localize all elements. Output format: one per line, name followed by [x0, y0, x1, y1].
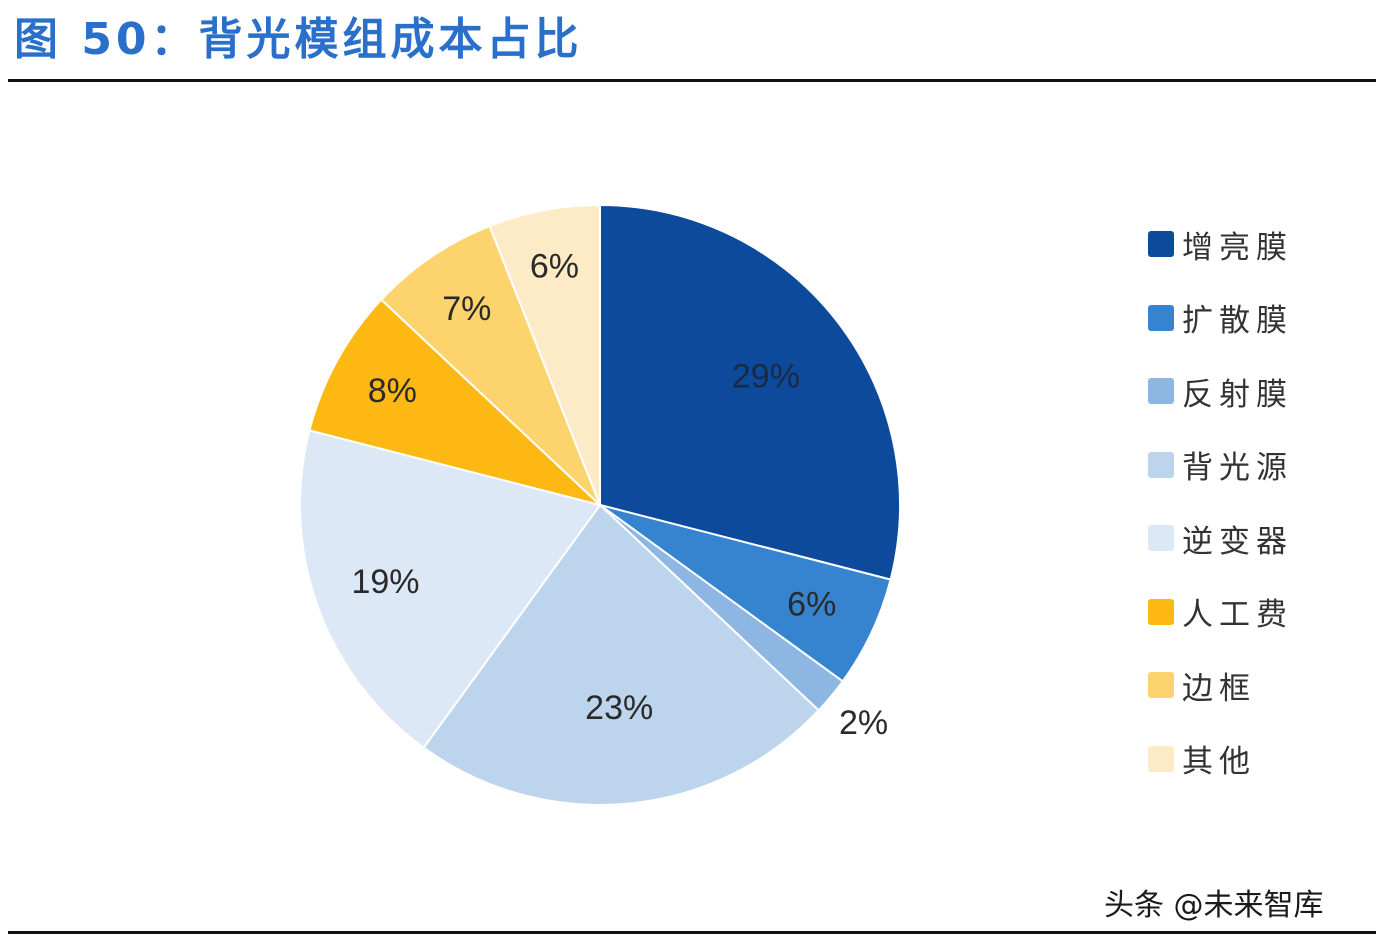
- legend-label: 反射膜: [1182, 376, 1293, 413]
- legend-item-1: 增亮膜: [1148, 226, 1293, 266]
- pie-data-label-8: 6%: [530, 247, 579, 285]
- legend-item-8: 其他: [1148, 741, 1293, 780]
- legend-item-3: 反射膜: [1148, 373, 1293, 413]
- pie-slice-6: [308, 298, 601, 506]
- legend-swatch: [1148, 378, 1174, 404]
- pie-slice-4: [422, 503, 821, 806]
- pie-data-label-5: 19%: [351, 563, 419, 601]
- pie-data-label-7: 7%: [442, 290, 491, 328]
- pie-slice-7: [379, 224, 601, 506]
- legend-label: 其他: [1182, 744, 1256, 780]
- bottom-rule: [8, 931, 1376, 934]
- legend-item-2: 扩散膜: [1148, 300, 1293, 339]
- legend-swatch: [1148, 231, 1174, 257]
- legend-item-4: 背光源: [1148, 447, 1293, 486]
- pie-data-label-3: 2%: [839, 704, 888, 742]
- top-rule: [8, 79, 1376, 82]
- legend-label: 人工费: [1182, 597, 1293, 633]
- legend-item-7: 边框: [1148, 667, 1293, 707]
- legend-item-6: 人工费: [1148, 594, 1293, 633]
- legend-swatch: [1148, 598, 1174, 625]
- legend-label: 背光源: [1182, 450, 1293, 486]
- legend-swatch: [1148, 525, 1174, 551]
- legend-swatch: [1148, 745, 1174, 772]
- legend-label: 逆变器: [1182, 523, 1293, 560]
- pie-data-label-2: 6%: [787, 586, 836, 624]
- figure-title: 图 50：背光模组成本占比: [14, 14, 583, 65]
- legend-label: 增亮膜: [1182, 229, 1293, 266]
- legend-label: 边框: [1182, 670, 1256, 707]
- pie-slice-1: [599, 203, 901, 581]
- legend-swatch: [1148, 304, 1174, 331]
- pie-data-label-6: 8%: [368, 372, 417, 410]
- watermark: 头条 @未来智库: [1104, 888, 1324, 923]
- legend-swatch: [1148, 451, 1174, 478]
- pie-data-label-1: 29%: [732, 357, 800, 395]
- pie-slice-8: [488, 203, 601, 506]
- pie-data-label-4: 23%: [585, 689, 653, 727]
- legend-swatch: [1148, 672, 1174, 698]
- legend-label: 扩散膜: [1182, 303, 1293, 339]
- chart-legend: 增亮膜扩散膜反射膜背光源逆变器人工费边框其他: [1148, 226, 1293, 814]
- legend-item-5: 逆变器: [1148, 520, 1293, 560]
- pie-slice-5: [299, 429, 602, 750]
